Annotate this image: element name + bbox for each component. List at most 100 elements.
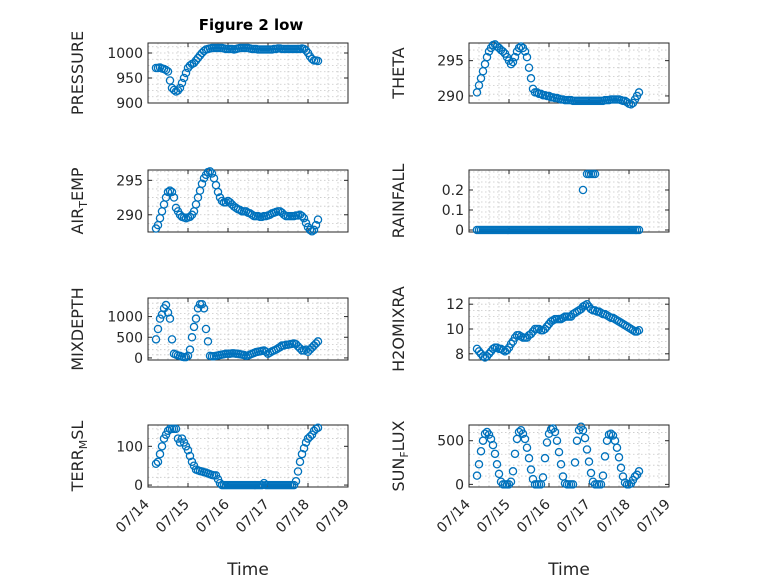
y-tick-label: 290 <box>116 208 143 224</box>
data-point <box>157 442 167 451</box>
data-point <box>155 449 165 459</box>
data-point <box>580 433 590 443</box>
y-label-part: TERR <box>68 449 87 492</box>
y-label-part: AIR <box>68 208 87 235</box>
data-point <box>199 304 209 313</box>
subplot-h2omixra: 8 10 12 H2OMIXRA <box>389 286 670 372</box>
data-point <box>534 324 544 334</box>
data-point <box>313 56 323 66</box>
y-tick-label: 1000 <box>107 46 143 62</box>
subplot-terr-msl: 0 100 07/14 07/15 07/16 07/17 07/18 07/19 TERRMS… <box>68 421 353 580</box>
data-point <box>614 453 624 462</box>
data-point <box>293 467 303 476</box>
data-point <box>612 443 622 452</box>
y-tick-label: 0.1 <box>442 203 464 219</box>
data-point <box>171 424 181 434</box>
data-point <box>488 440 498 450</box>
data-point <box>510 449 520 459</box>
y-axis-label: PRESSURE <box>68 31 87 115</box>
data-point <box>542 438 552 447</box>
axes-border <box>468 169 670 233</box>
data-point <box>506 477 516 487</box>
data-point <box>516 332 526 341</box>
x-tick-label: 07/17 <box>554 497 594 537</box>
y-label-part: SUN <box>389 458 408 492</box>
data-point <box>502 345 512 355</box>
data-point <box>522 52 532 62</box>
y-label-subscript: F <box>398 451 411 457</box>
data-point <box>510 52 520 62</box>
data-point <box>608 431 618 440</box>
data-point <box>161 193 171 202</box>
data-point <box>482 52 492 62</box>
y-tick-label: 0.2 <box>442 183 464 199</box>
data-point <box>596 480 606 489</box>
data-point <box>151 459 161 468</box>
data-point <box>600 452 610 461</box>
data-point <box>175 83 185 93</box>
data-point <box>548 316 558 325</box>
data-point <box>165 76 175 85</box>
y-label-subscript: M <box>77 440 90 450</box>
data-point <box>165 314 175 323</box>
data-point <box>205 167 215 176</box>
y-tick-label: 290 <box>437 89 464 105</box>
data-point <box>297 211 307 221</box>
data-point <box>506 339 516 349</box>
data-point <box>259 478 269 488</box>
data-point <box>213 187 223 197</box>
data-point <box>490 449 500 459</box>
data-point <box>598 471 608 480</box>
x-tick-label: 07/14 <box>113 496 153 536</box>
y-tick-label: 0 <box>455 223 464 239</box>
data-point <box>570 458 580 467</box>
data-point <box>299 213 309 223</box>
data-point <box>488 344 498 354</box>
y-tick-label: 1000 <box>107 310 143 326</box>
data-point <box>163 187 173 197</box>
data-point <box>295 344 305 353</box>
x-tick-label: 07/17 <box>233 497 273 537</box>
data-point <box>498 47 508 56</box>
data-point <box>584 457 594 466</box>
data-point <box>620 478 630 487</box>
data-point <box>526 74 536 83</box>
y-axis-label: RAINFALL <box>389 164 408 239</box>
y-axis-label: H2OMIXRA <box>389 286 408 372</box>
x-tick-label: 07/16 <box>514 496 554 536</box>
y-tick-label: 900 <box>116 96 143 112</box>
x-axis-label: Time <box>226 560 269 580</box>
data-point <box>215 478 225 488</box>
data-point <box>153 457 163 467</box>
data-point <box>163 426 173 436</box>
data-point <box>554 447 564 457</box>
data-point <box>518 429 528 438</box>
data-point <box>524 453 534 463</box>
data-point <box>279 210 289 220</box>
data-point <box>484 430 494 439</box>
data-point <box>504 480 514 489</box>
y-tick-label: 295 <box>437 54 464 70</box>
data-point <box>167 187 177 197</box>
data-point <box>295 457 305 467</box>
data-point <box>492 460 502 469</box>
y-axis-label: THETA <box>389 47 408 99</box>
data-point <box>161 65 171 75</box>
data-point <box>578 185 588 195</box>
data-point <box>628 325 638 335</box>
data-point <box>235 205 245 215</box>
data-point <box>161 300 171 310</box>
x-tick-label: 07/15 <box>153 497 193 537</box>
x-tick-label: 07/19 <box>313 497 353 537</box>
data-point <box>476 446 486 456</box>
data-point <box>189 322 199 332</box>
data-point <box>634 325 644 335</box>
data-point <box>197 299 207 309</box>
y-tick-label: 500 <box>437 434 464 450</box>
data-point <box>544 429 554 438</box>
data-point <box>590 169 600 179</box>
data-point <box>494 469 504 479</box>
axes-border <box>147 169 349 233</box>
data-point <box>313 337 323 346</box>
data-point <box>482 427 492 437</box>
